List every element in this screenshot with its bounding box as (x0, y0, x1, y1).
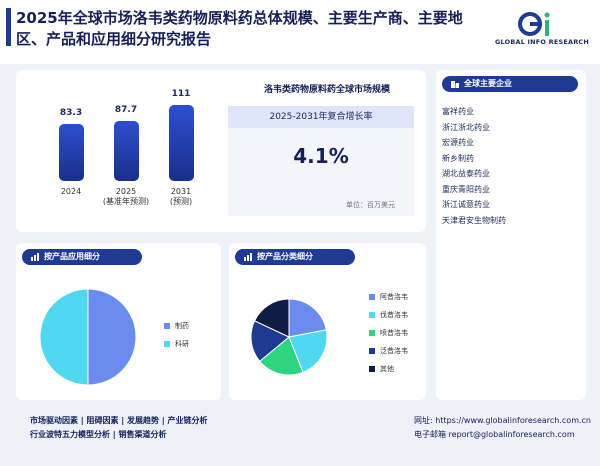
legend-label: 喷昔洛韦 (380, 329, 408, 337)
market-bar-chart: 83.3 2024 87.7 2025 (基准年预测) 111 2031 (预测… (46, 70, 226, 232)
legend-item: 泛昔洛韦 (369, 347, 408, 355)
bar (113, 121, 139, 181)
product-type-card: 按产品分类细分 阿昔洛韦 伐昔洛韦 喷昔洛韦 泛昔洛韦 其他 (229, 243, 426, 400)
bar-year: 2025 (115, 187, 137, 196)
title-accent (6, 8, 11, 46)
application-header: 按产品应用细分 (22, 249, 142, 265)
pie-slice-泛昔洛韦 (251, 320, 290, 362)
company-item: 湖北益泰药业 (442, 169, 490, 178)
bar-note: (基准年预测) (102, 197, 150, 206)
legend-item: 阿昔洛韦 (369, 293, 408, 301)
cagr-label: 2025-2031年复合增长率 (228, 106, 414, 128)
bar (168, 105, 194, 181)
legend-swatch (369, 312, 375, 318)
product-type-legend: 阿昔洛韦 伐昔洛韦 喷昔洛韦 泛昔洛韦 其他 (369, 293, 408, 373)
bar-value: 83.3 (59, 108, 83, 118)
company-item: 宏源药业 (442, 138, 474, 147)
legend-swatch (369, 294, 375, 300)
legend-label: 科研 (175, 340, 189, 348)
pie-slice-伐昔洛韦 (288, 329, 327, 373)
company-item: 天津君安生物制药 (442, 215, 506, 225)
pie-slice-喷昔洛韦 (259, 336, 304, 375)
bar-note: (预测) (169, 197, 193, 206)
market-title: 洛韦类药物原料药全球市场规模 (263, 85, 390, 95)
legend-label: 阿昔洛韦 (380, 293, 408, 301)
bar-year: 2024 (60, 187, 82, 196)
legend-swatch (164, 323, 170, 329)
pie-slice-制药 (87, 289, 136, 385)
application-title: 按产品应用细分 (44, 252, 100, 261)
legend-item: 科研 (164, 340, 189, 348)
companies-card: 全球主要企业 富祥药业 浙江浙北药业 宏源药业 新乡制药 湖北益泰药业 重庆青阳… (436, 70, 586, 400)
pie-slice-科研 (40, 289, 89, 385)
application-legend: 制药 科研 (164, 322, 189, 348)
unit-label: 单位：百万美元 (346, 201, 395, 209)
logo-mark-icon (518, 12, 550, 36)
building-icon (451, 81, 459, 88)
footer-line-2[interactable]: 行业波特五力模型分析 | 销售渠道分析 (30, 430, 167, 439)
company-item: 浙江诚意药业 (442, 200, 490, 209)
chart-icon (244, 253, 252, 261)
product-type-title: 按产品分类细分 (257, 252, 313, 261)
legend-item: 制药 (164, 322, 189, 330)
legend-label: 其他 (380, 365, 394, 373)
application-pie-chart (40, 289, 136, 385)
company-item: 新乡制药 (442, 153, 474, 163)
company-list: 富祥药业 浙江浙北药业 宏源药业 新乡制药 湖北益泰药业 重庆青阳药业 浙江诚意… (442, 104, 582, 228)
companies-title: 全球主要企业 (464, 79, 512, 88)
legend-item: 伐昔洛韦 (369, 311, 408, 319)
cagr-box: 2025-2031年复合增长率 4.1% (228, 106, 414, 216)
bar-group-2031: 111 2031 (预测) (156, 89, 206, 207)
chart-icon (31, 253, 39, 261)
footer-links: 市场驱动因素 | 阻碍因素 | 发展趋势 | 产业链分析 行业波特五力模型分析 … (30, 414, 330, 442)
company-item: 富祥药业 (442, 107, 474, 116)
company-item: 浙江浙北药业 (442, 122, 490, 132)
market-size-card: 83.3 2024 87.7 2025 (基准年预测) 111 2031 (预测… (16, 70, 426, 232)
application-card: 按产品应用细分 制药 科研 (16, 243, 221, 400)
legend-label: 泛昔洛韦 (380, 347, 408, 355)
legend-item: 其他 (369, 365, 408, 373)
company-item: 重庆青阳药业 (442, 184, 490, 194)
report-title: 2025年全球市场洛韦类药物原料药总体规模、主要生产商、主要地区、产品和应用细分… (16, 9, 463, 48)
bar-value: 111 (171, 89, 191, 99)
legend-label: 制药 (175, 322, 189, 330)
legend-swatch (369, 348, 375, 354)
legend-label: 伐昔洛韦 (380, 311, 408, 319)
legend-swatch (164, 341, 170, 347)
bar (58, 124, 84, 181)
logo-text: GLOBAL INFO RESEARCH (494, 38, 590, 46)
cagr-value: 4.1% (293, 144, 349, 168)
email-link[interactable]: 电子邮箱 report@globalinforesearch.com (414, 430, 575, 439)
legend-item: 喷昔洛韦 (369, 329, 408, 337)
bar-year: 2031 (170, 187, 192, 196)
pie-slice-阿昔洛韦 (288, 299, 327, 338)
pie-slice-其他 (253, 299, 290, 338)
product-type-header: 按产品分类细分 (235, 249, 355, 265)
bar-group-2024: 83.3 2024 (46, 108, 96, 197)
website-link[interactable]: 网址: https://www.globalinforesearch.com.c… (414, 416, 592, 425)
company-logo: GLOBAL INFO RESEARCH (492, 10, 592, 50)
bar-group-2025: 87.7 2025 (基准年预测) (101, 105, 151, 207)
bar-value: 87.7 (114, 105, 138, 115)
legend-swatch (369, 366, 375, 372)
legend-swatch (369, 330, 375, 336)
footer-contact: 网址: https://www.globalinforesearch.com.c… (414, 414, 594, 442)
product-type-pie-chart (251, 299, 327, 375)
title-bar: 2025年全球市场洛韦类药物原料药总体规模、主要生产商、主要地区、产品和应用细分… (0, 0, 600, 64)
companies-header: 全球主要企业 (442, 76, 578, 92)
footer-line-1[interactable]: 市场驱动因素 | 阻碍因素 | 发展趋势 | 产业链分析 (30, 416, 208, 425)
